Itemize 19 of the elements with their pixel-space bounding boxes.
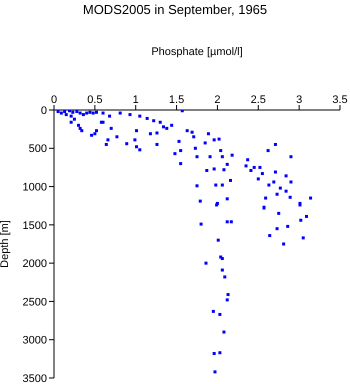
y-tick-label: 500 — [28, 143, 47, 156]
y-tick-label: 1500 — [22, 220, 47, 232]
y-axis-title: Depth [m] — [0, 220, 11, 268]
x-tick-label: 2 — [214, 94, 220, 106]
x-tick-label: 1.5 — [168, 94, 184, 106]
y-tick-label: 3500 — [22, 372, 47, 384]
y-tick-label: 2000 — [22, 258, 47, 270]
x-axis-title: Phosphate [µmol/l] — [150, 46, 244, 58]
x-tick-label: 0 — [50, 94, 58, 106]
x-tick-label: 0.5 — [87, 94, 103, 106]
x-tick-label: 3 — [296, 94, 302, 106]
y-tick-label: 3000 — [22, 334, 47, 347]
y-tick-label: 1000 — [22, 181, 47, 194]
x-tick-label: 2.5 — [250, 94, 266, 106]
x-tick-label: 3.5 — [332, 94, 348, 106]
chart-title: MODS2005 in September, 1965 — [82, 2, 268, 17]
y-tick-label: 0 — [40, 104, 47, 117]
x-tick-label: 1 — [132, 94, 139, 106]
y-tick-label: 2500 — [22, 296, 47, 308]
